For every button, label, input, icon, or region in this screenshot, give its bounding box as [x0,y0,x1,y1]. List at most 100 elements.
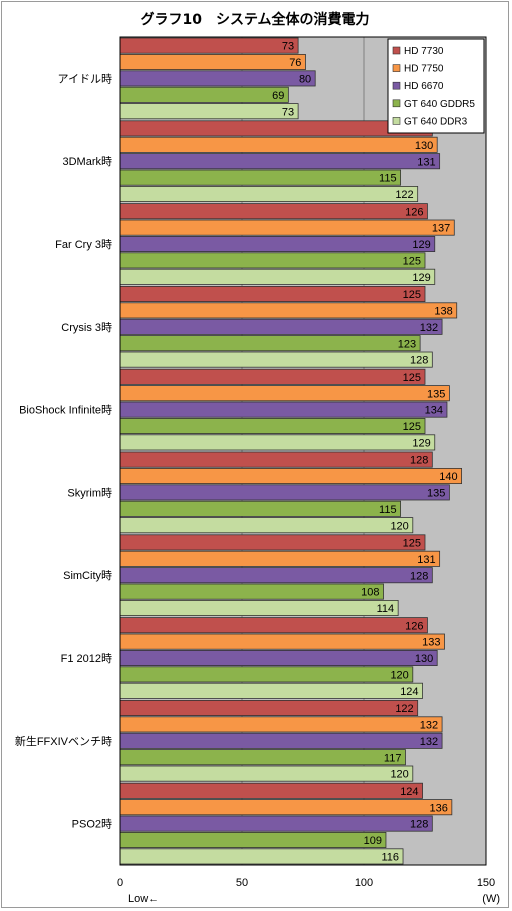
bar [119,103,299,120]
bar [119,335,421,352]
bar [119,848,404,865]
data-label: 138 [434,306,452,318]
bar [119,451,433,468]
data-label: 80 [299,74,311,86]
data-label: 135 [427,388,445,400]
bar [119,318,443,335]
bar [119,600,399,617]
bar [119,120,433,137]
data-label: 130 [415,140,433,152]
legend-label: HD 6670 [404,81,444,92]
bar [119,765,414,782]
data-label: 130 [415,653,433,665]
data-label: 125 [403,289,421,301]
bar [119,268,436,285]
legend [387,38,485,134]
data-label: 123 [398,338,416,350]
bar [119,583,384,600]
category-label: PSO2時 [72,818,112,831]
data-label: 134 [425,405,443,417]
bar [119,401,448,418]
legend-label: HD 7750 [404,64,444,75]
chart-title: グラフ10 システム全体の消費電力 [140,11,369,28]
data-label: 131 [417,156,435,168]
category-label: 3DMark時 [62,155,112,168]
data-label: 124 [400,686,418,698]
bar [119,500,402,517]
bar [119,617,428,634]
x-tick-label: 150 [477,877,495,889]
category-label: SimCity時 [63,569,112,582]
legend-swatch [392,99,401,108]
bar [119,534,426,551]
legend-swatch [392,117,401,125]
unit-label: (W) [482,893,500,905]
bar [119,219,455,236]
data-label: 128 [410,455,428,467]
data-label: 124 [400,786,418,798]
data-label: 132 [420,322,438,334]
data-label: 73 [282,41,294,53]
bar [119,732,443,749]
bar [119,203,428,220]
data-label: 136 [429,802,447,814]
bar [119,633,445,650]
data-label: 115 [379,173,397,185]
data-label: 137 [432,223,450,235]
bar [119,169,402,186]
data-label: 120 [390,769,408,781]
category-label: Skyrim時 [67,486,112,499]
x-tick-label: 0 [117,877,123,889]
legend-label: GT 640 GDDR5 [404,99,475,110]
bar [119,285,426,302]
bar [119,86,289,103]
data-label: 126 [405,620,423,632]
data-label: 114 [377,603,395,615]
category-label: 新生FFXIVベンチ時 [15,734,112,748]
data-label: 128 [410,570,428,582]
data-label: 140 [439,471,457,483]
data-label: 129 [412,239,430,251]
bar [119,716,443,733]
bar [119,368,426,385]
x-tick-label: 50 [236,877,248,889]
data-label: 133 [422,637,440,649]
data-label: 125 [403,372,421,384]
bar [119,153,441,170]
data-label: 109 [364,835,382,847]
bar [119,37,299,54]
low-label: Low← [128,893,159,905]
data-label: 122 [395,189,413,201]
legend-label: GT 640 DDR3 [404,116,468,127]
bar [119,434,436,451]
bar [119,351,433,368]
bar [119,799,453,816]
data-label: 132 [420,736,438,748]
bar [119,682,423,699]
data-label: 128 [410,355,428,367]
data-label: 129 [412,438,430,450]
bar [119,235,436,252]
bar [119,302,458,319]
data-label: 117 [384,752,402,764]
bar [119,567,433,584]
category-label: Far Cry 3時 [55,238,112,251]
data-label: 115 [379,504,397,516]
data-label: 108 [361,587,379,599]
bar [119,666,414,683]
legend-swatch [392,81,401,90]
data-label: 69 [272,90,284,102]
x-tick-label: 100 [355,877,373,889]
data-label: 129 [412,272,430,284]
bar [119,385,450,402]
data-label: 128 [410,819,428,831]
bar [119,749,406,766]
bar [119,185,419,202]
data-label: 125 [403,256,421,268]
bar [119,815,433,832]
data-label: 132 [420,720,438,732]
data-label: 120 [390,670,408,682]
category-label: F1 2012時 [61,652,112,665]
data-label: 125 [403,538,421,550]
